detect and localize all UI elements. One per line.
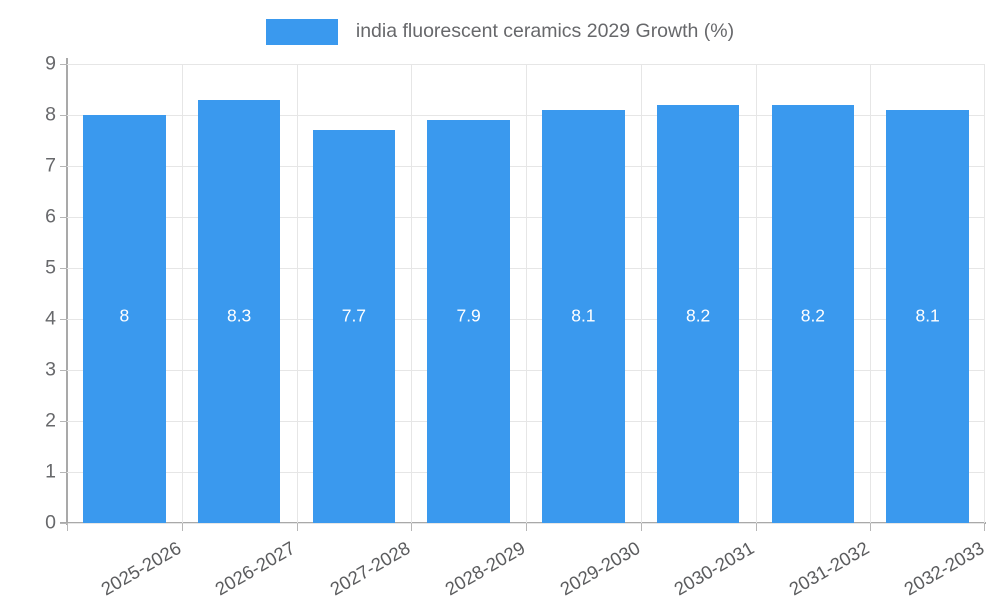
- bar[interactable]: [656, 104, 740, 523]
- x-axis-tick-label: 2030-2031: [670, 537, 758, 600]
- y-axis-tick-mark: [60, 115, 67, 116]
- x-axis-tick-mark: [411, 523, 413, 531]
- bar[interactable]: [542, 109, 625, 523]
- bar[interactable]: [886, 109, 969, 523]
- y-axis-tick-mark: [60, 523, 67, 524]
- gridline-vertical: [640, 64, 642, 523]
- bar-value-label: 7.9: [456, 305, 481, 326]
- gridline-vertical: [296, 64, 298, 523]
- bar-value-label: 8.2: [685, 305, 711, 326]
- x-axis-tick-label: 2026-2027: [211, 537, 299, 600]
- y-axis-line: [66, 58, 68, 525]
- y-axis-tick-label: 4: [45, 307, 56, 330]
- x-axis-tick-mark: [181, 523, 183, 531]
- x-axis-tick-mark: [296, 523, 298, 531]
- chart-legend: india fluorescent ceramics 2029 Growth (…: [0, 12, 1000, 52]
- bar-value-label: 8.2: [800, 305, 826, 326]
- y-axis-tick-label: 9: [45, 52, 56, 75]
- x-axis-tick-label: 2028-2029: [441, 537, 529, 600]
- x-axis-tick-label: 2031-2032: [785, 537, 873, 600]
- y-axis-tick-label: 6: [45, 205, 56, 228]
- y-axis-tick-label: 8: [45, 103, 56, 126]
- bar[interactable]: [771, 104, 855, 523]
- x-axis-tick-labels: 2025-2026 2026-2027 2027-2028 2028-2029 2029…: [0, 523, 1000, 600]
- y-axis-tick-label: 7: [45, 154, 56, 177]
- bar-value-label: 7.7: [341, 305, 367, 326]
- gridline-vertical: [526, 64, 527, 523]
- y-axis-tick-mark: [60, 166, 67, 167]
- gridline-vertical: [181, 64, 183, 523]
- y-axis-tick-mark: [60, 370, 67, 371]
- y-axis-tick-label: 3: [45, 358, 56, 381]
- y-axis-tick-mark: [60, 472, 67, 473]
- bar-value-label: 8.1: [571, 305, 596, 326]
- x-axis-tick-label: 2029-2030: [556, 537, 644, 600]
- x-axis-tick-label: 2027-2028: [326, 537, 414, 600]
- y-axis-tick-label: 2: [45, 409, 56, 432]
- y-axis-tick-mark: [60, 268, 67, 269]
- x-axis-tick-label: 2025-2026: [97, 537, 185, 600]
- x-axis-tick-mark: [67, 523, 68, 531]
- x-axis-tick-mark: [984, 523, 985, 531]
- gridline-vertical: [755, 64, 757, 523]
- bar[interactable]: [83, 115, 166, 523]
- bar[interactable]: [427, 120, 510, 523]
- y-axis-tick-label: 0: [45, 511, 56, 534]
- y-axis-tick-mark: [60, 421, 67, 422]
- bar-value-label: 8.3: [226, 305, 252, 326]
- x-axis-tick-mark: [870, 523, 872, 531]
- x-axis-tick-mark: [640, 523, 642, 531]
- y-axis-tick-label: 5: [45, 256, 56, 279]
- y-axis-tick-mark: [60, 319, 67, 320]
- y-axis-tick-label: 1: [45, 460, 56, 483]
- x-axis-tick-label: 2032-2033: [900, 537, 988, 600]
- bar[interactable]: [312, 130, 396, 523]
- x-axis-tick-mark: [755, 523, 757, 531]
- bar[interactable]: [197, 99, 281, 523]
- legend-color-swatch: [265, 19, 338, 45]
- y-axis-tick-mark: [60, 217, 67, 218]
- bar-value-label: 8: [119, 305, 130, 326]
- x-axis-tick-mark: [526, 523, 527, 531]
- bar-value-label: 8.1: [915, 305, 940, 326]
- y-axis-tick-labels: 0 1 2 3 4 5 6 7 8 9: [0, 54, 56, 532]
- gridline-vertical: [411, 64, 413, 523]
- plot-area: 8 8.3 7.7 7.9 8.1 8.2 8.2 8.1: [67, 64, 985, 524]
- gridline-vertical: [870, 64, 872, 523]
- legend-entry[interactable]: india fluorescent ceramics 2029 Growth (…: [265, 19, 735, 45]
- gridline-vertical: [984, 64, 985, 523]
- y-axis-tick-mark: [60, 64, 67, 65]
- legend-label: india fluorescent ceramics 2029 Growth (…: [355, 20, 735, 43]
